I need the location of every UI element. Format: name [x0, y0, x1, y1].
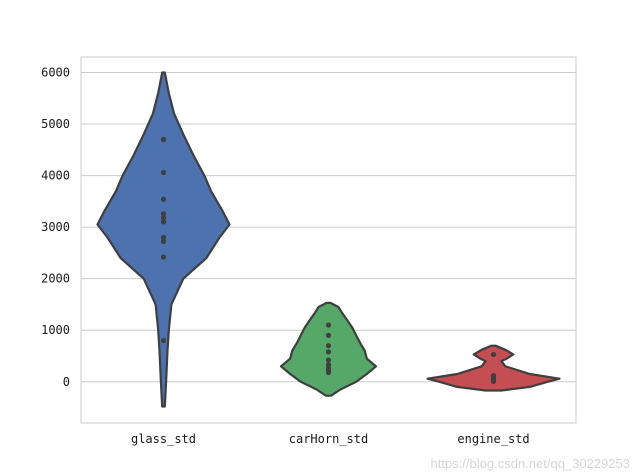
x-tick-label: carHorn_std: [289, 432, 368, 446]
observation-point: [325, 332, 332, 338]
observation-point: [160, 254, 167, 260]
observation-point: [160, 215, 167, 221]
observation-point: [160, 211, 167, 217]
y-tick-label: 6000: [41, 65, 70, 79]
observation-point: [160, 234, 167, 241]
observation-point: [325, 365, 332, 371]
observation-point: [490, 372, 497, 379]
observation-point: [160, 169, 167, 176]
observation-point: [160, 196, 167, 202]
y-tick-label: 0: [63, 375, 70, 389]
observation-point: [325, 362, 332, 368]
x-axis: glass_std carHorn_std engine_std: [131, 432, 530, 446]
y-tick-label: 4000: [41, 169, 70, 183]
observation-point: [490, 351, 497, 358]
violin-engine_std: [426, 344, 561, 392]
y-axis: 0 1000 2000 3000 4000 5000 6000: [41, 65, 70, 388]
watermark: https://blog.csdn.net/qq_30229253: [430, 456, 631, 471]
y-tick-label: 3000: [41, 220, 70, 234]
observation-point: [325, 357, 332, 363]
y-tick-label: 1000: [41, 323, 70, 337]
x-tick-label: engine_std: [457, 432, 529, 446]
observation-point: [325, 343, 332, 349]
y-tick-label: 2000: [41, 272, 70, 286]
observation-point: [325, 349, 332, 355]
observation-point: [160, 136, 167, 143]
y-tick-label: 5000: [41, 117, 70, 131]
observation-point: [160, 337, 167, 344]
x-tick-label: glass_std: [131, 432, 196, 446]
violins: [96, 71, 561, 408]
observation-point: [160, 238, 167, 245]
observation-point: [160, 219, 167, 225]
observation-point: [325, 322, 332, 328]
